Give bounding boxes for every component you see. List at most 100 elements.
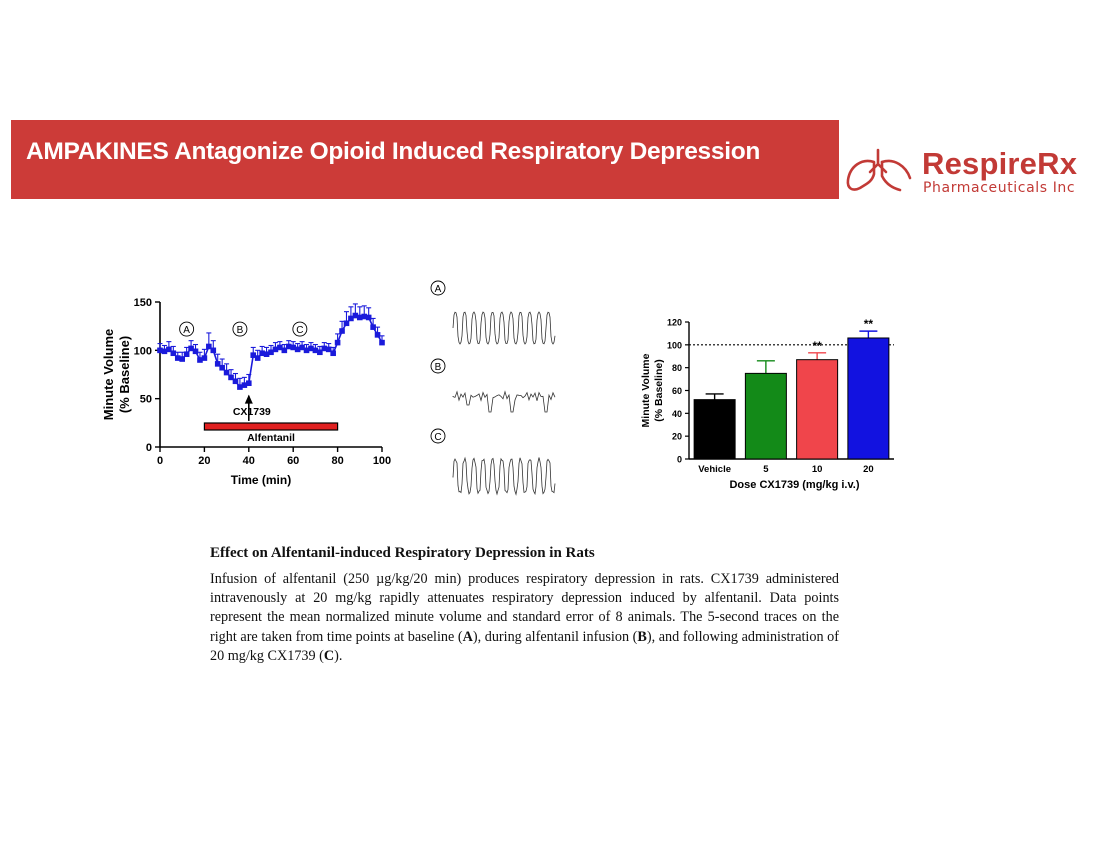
- caption-ref-b: B: [637, 628, 647, 645]
- bar: [744, 372, 787, 460]
- arrow-head: [244, 394, 253, 404]
- x-tick-label: 20: [863, 464, 874, 475]
- data-point: [370, 324, 376, 330]
- y-tick-label: 150: [134, 297, 152, 309]
- data-point: [232, 378, 239, 385]
- data-point: [170, 350, 177, 357]
- slide-title: AMPAKINES Antagonize Opioid Induced Resp…: [26, 138, 761, 165]
- y-tick-label: 0: [146, 442, 152, 454]
- data-point: [285, 343, 292, 350]
- y-tick-label: 20: [672, 432, 682, 442]
- data-point: [277, 344, 283, 351]
- y-tick-label: 50: [140, 394, 152, 406]
- data-point: [325, 346, 332, 353]
- lungs-icon: [846, 148, 912, 192]
- y-axis-label: Minute Volume: [640, 353, 652, 427]
- data-point: [223, 369, 230, 376]
- marker-label: B: [237, 325, 244, 336]
- x-tick-label: 5: [763, 464, 769, 475]
- dose-response-chart: 0 20 40 60 80 100 120 Minute Volume (% Baseline)…: [640, 317, 894, 491]
- figure-caption: Effect on Alfentanil-induced Respiratory…: [210, 545, 839, 666]
- x-tick-label: 80: [331, 455, 343, 467]
- x-axis-label: Time (min): [231, 473, 291, 487]
- trace-label: B: [435, 362, 442, 373]
- data-point: [214, 361, 221, 367]
- trace-marker: [430, 428, 446, 444]
- data-point: [188, 345, 194, 352]
- data-point: [361, 313, 368, 320]
- infusion-label: Alfentanil: [247, 432, 295, 444]
- trace-marker: [430, 280, 446, 296]
- marker-label: C: [296, 325, 303, 336]
- x-tick-label: 60: [287, 455, 299, 467]
- y-axis-label: (% Baseline): [117, 336, 132, 413]
- y-axis-label: (% Baseline): [653, 359, 665, 421]
- logo-name: RespireRx: [922, 146, 1078, 181]
- data-point: [201, 355, 208, 361]
- title-banner: AMPAKINES Antagonize Opioid Induced Resp…: [11, 120, 839, 199]
- data-point: [348, 315, 354, 322]
- data-point: [246, 380, 252, 386]
- x-tick-label: 100: [373, 455, 391, 467]
- data-point: [290, 344, 296, 351]
- significance-label: **: [812, 339, 822, 353]
- marker-circle: [179, 321, 195, 337]
- caption-text: ), during alfentanil infusion (: [472, 628, 638, 645]
- x-tick-label: 20: [198, 455, 210, 467]
- minute-volume-series: [157, 303, 385, 390]
- data-point: [321, 345, 328, 352]
- data-point: [228, 374, 234, 381]
- trace-label: C: [434, 432, 441, 443]
- data-point: [379, 339, 385, 346]
- data-point: [339, 328, 345, 334]
- data-point: [374, 332, 381, 338]
- data-point: [272, 346, 279, 353]
- infusion-bar: [203, 422, 339, 431]
- caption-ref-c: C: [323, 647, 335, 664]
- data-point: [250, 352, 257, 358]
- logo-subtitle: Pharmaceuticals Inc: [923, 180, 1076, 196]
- trace-label: A: [435, 284, 442, 295]
- data-point: [179, 356, 185, 362]
- data-point: [365, 314, 372, 321]
- company-logo: RespireRx Pharmaceuticals Inc: [844, 146, 1094, 198]
- time-course-annotations: A B C CX1739: [179, 321, 308, 421]
- y-axis-label: Minute Volume: [101, 329, 116, 420]
- data-point: [259, 350, 265, 357]
- data-point: [312, 347, 319, 354]
- caption-text: Infusion of alfentanil (250 µg/kg/20 min…: [210, 571, 839, 645]
- data-point: [263, 351, 270, 357]
- trace-marker: [430, 358, 446, 374]
- data-point: [268, 349, 274, 356]
- marker-circle: [292, 321, 308, 337]
- y-tick-label: 40: [672, 409, 682, 419]
- time-course-chart: 0 50 100 150 0 20 40 60 80 100 Time (min) Minute Vo…: [101, 297, 391, 487]
- x-tick-label: 10: [812, 464, 823, 475]
- caption-body: Infusion of alfentanil (250 µg/kg/20 min…: [210, 570, 839, 666]
- trace-waveform: [452, 390, 556, 413]
- marker-label: A: [183, 325, 190, 336]
- data-point: [281, 347, 288, 354]
- data-point: [206, 343, 212, 350]
- data-point: [308, 345, 314, 352]
- significance-label: **: [864, 317, 874, 331]
- data-point: [210, 347, 217, 354]
- data-point: [317, 349, 323, 356]
- trace-waveform: [452, 456, 556, 496]
- y-tick-label: 80: [672, 363, 682, 373]
- dose-response-bars: Vehicle 5 10 ** 20 **: [693, 317, 890, 475]
- respiratory-traces: A B C: [430, 280, 556, 496]
- data-point: [161, 348, 168, 355]
- caption-title: Effect on Alfentanil-induced Respiratory…: [210, 545, 595, 561]
- x-axis-label: Dose CX1739 (mg/kg i.v.): [729, 479, 859, 491]
- caption-ref-a: A: [462, 628, 473, 645]
- bar: [796, 359, 839, 460]
- caption-text: ).: [334, 647, 343, 664]
- bar: [693, 399, 736, 460]
- data-point: [157, 347, 163, 354]
- data-point: [254, 355, 261, 361]
- data-point: [183, 351, 190, 357]
- data-point: [166, 346, 172, 353]
- data-point: [237, 384, 243, 390]
- data-point: [192, 348, 199, 355]
